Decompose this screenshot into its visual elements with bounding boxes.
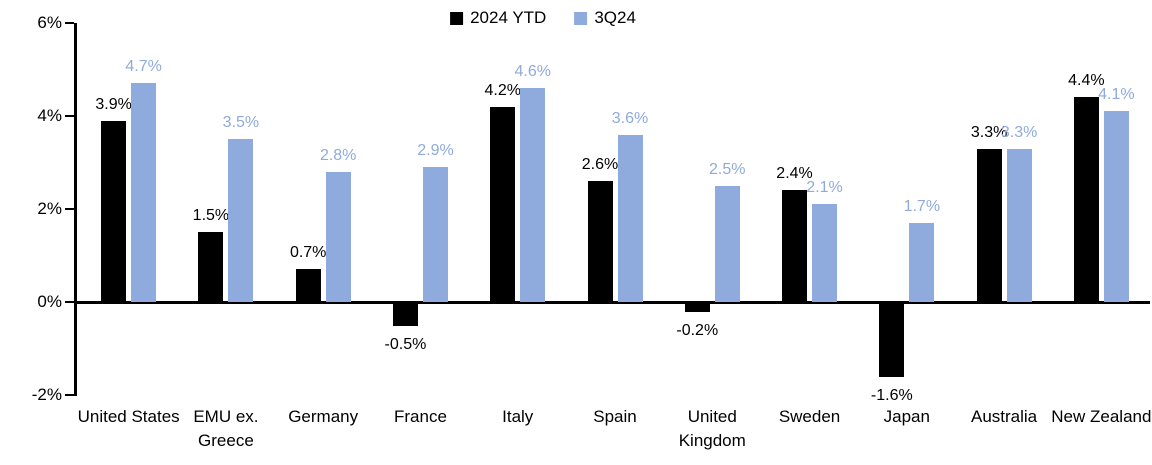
bar-value-label: 2.4% bbox=[776, 165, 813, 183]
bar-3q24-japan bbox=[909, 222, 935, 302]
bar-3q24-emu-ex-greece bbox=[228, 139, 254, 302]
bar-value-label: 4.4% bbox=[1068, 72, 1105, 90]
bar-value-label: 3.9% bbox=[95, 95, 132, 113]
bar-ytd-united-kingdom bbox=[684, 303, 710, 313]
bar-value-label: 4.2% bbox=[484, 81, 521, 99]
y-axis-tick-label: 2% bbox=[37, 199, 62, 218]
x-axis-category-label: United States bbox=[77, 407, 180, 426]
bar-3q24-spain bbox=[617, 134, 643, 302]
bar-3q24-france bbox=[422, 167, 448, 302]
bar-3q24-united-kingdom bbox=[714, 185, 740, 302]
bar-ytd-australia bbox=[976, 148, 1002, 302]
y-axis-tick bbox=[65, 301, 74, 303]
bar-value-label: 3.5% bbox=[222, 114, 260, 132]
x-axis-baseline bbox=[77, 301, 1150, 304]
legend-label: 3Q24 bbox=[594, 8, 636, 27]
y-axis-tick bbox=[65, 115, 74, 117]
bar-3q24-new-zealand bbox=[1103, 111, 1129, 302]
x-axis-category-label: Australia bbox=[971, 407, 1038, 426]
bar-value-label: 1.5% bbox=[192, 207, 230, 225]
bar-ytd-united-states bbox=[101, 120, 127, 302]
x-axis-category-label: Sweden bbox=[778, 407, 841, 426]
legend-label: 2024 YTD bbox=[470, 8, 547, 27]
y-axis-line bbox=[74, 23, 77, 396]
y-axis-tick-label: -2% bbox=[31, 385, 62, 404]
bar-3q24-sweden bbox=[812, 204, 838, 302]
bar-value-label: -0.2% bbox=[676, 322, 719, 340]
x-axis-category-label: Germany bbox=[288, 407, 359, 426]
y-axis-tick-label: 4% bbox=[37, 106, 62, 125]
bar-value-label: -1.6% bbox=[870, 387, 913, 405]
legend-item-ytd: 2024 YTD bbox=[450, 8, 546, 28]
bar-value-label: 3.6% bbox=[611, 109, 649, 127]
bar-value-label: 4.6% bbox=[514, 63, 551, 81]
x-axis-category-label: New Zealand bbox=[1051, 407, 1152, 426]
bar-value-label: 1.7% bbox=[903, 197, 941, 215]
x-axis-category-label: EMU ex. Greece bbox=[193, 407, 259, 450]
bar-ytd-germany bbox=[295, 269, 321, 302]
bar-ytd-france bbox=[392, 303, 418, 327]
legend-item-3q24: 3Q24 bbox=[574, 8, 636, 28]
bar-value-label: 2.1% bbox=[806, 179, 843, 197]
bar-3q24-italy bbox=[520, 88, 546, 302]
bar-value-label: -0.5% bbox=[384, 336, 427, 354]
bar-3q24-united-states bbox=[131, 83, 157, 302]
y-axis-tick bbox=[65, 394, 74, 396]
x-axis-category-label: Italy bbox=[502, 407, 534, 426]
bar-value-label: 3.3% bbox=[970, 123, 1008, 141]
x-axis-category-label: France bbox=[393, 407, 447, 426]
bar-ytd-sweden bbox=[782, 190, 808, 302]
y-axis-tick bbox=[65, 22, 74, 24]
bar-ytd-japan bbox=[879, 303, 905, 378]
bar-value-label: 2.6% bbox=[581, 156, 619, 174]
bar-value-label: 0.7% bbox=[289, 244, 327, 262]
bar-ytd-emu-ex-greece bbox=[198, 232, 224, 302]
y-axis-tick-label: 6% bbox=[37, 13, 62, 32]
legend-swatch-icon bbox=[574, 11, 588, 25]
bar-value-label: 2.9% bbox=[417, 142, 454, 160]
bar-3q24-germany bbox=[325, 171, 351, 302]
bar-value-label: 4.7% bbox=[125, 58, 162, 76]
chart-legend: 2024 YTD 3Q24 bbox=[450, 8, 636, 28]
bar-ytd-spain bbox=[587, 181, 613, 302]
x-axis-category-label: Japan bbox=[883, 407, 930, 426]
bar-3q24-australia bbox=[1006, 148, 1032, 302]
y-axis-tick bbox=[65, 208, 74, 210]
bar-value-label: 4.1% bbox=[1098, 86, 1135, 104]
x-axis-category-label: United Kingdom bbox=[678, 407, 746, 450]
bar-ytd-italy bbox=[490, 106, 516, 302]
bar-value-label: 3.3% bbox=[1000, 123, 1038, 141]
bar-value-label: 2.5% bbox=[709, 160, 746, 178]
x-axis-category-label: Spain bbox=[593, 407, 637, 426]
legend-swatch-icon bbox=[450, 11, 464, 25]
bar-value-label: 2.8% bbox=[319, 146, 357, 164]
y-axis-tick-label: 0% bbox=[37, 292, 62, 311]
bar-ytd-new-zealand bbox=[1073, 97, 1099, 302]
